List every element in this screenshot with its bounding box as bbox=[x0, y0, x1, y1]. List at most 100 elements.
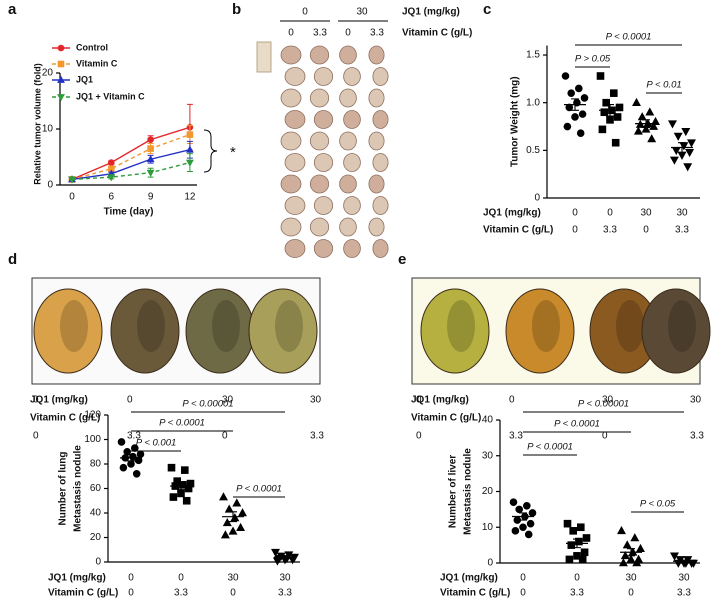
sem-bar bbox=[177, 481, 185, 491]
sem-bar bbox=[519, 512, 527, 521]
y-tick-label: 10 bbox=[482, 522, 494, 533]
marker bbox=[610, 89, 618, 97]
marker bbox=[569, 527, 578, 535]
marker bbox=[107, 174, 116, 182]
y-tick-label: 20 bbox=[90, 532, 102, 543]
factor-value: 0 bbox=[572, 208, 578, 219]
sem-bar bbox=[642, 119, 650, 129]
marker bbox=[528, 509, 537, 517]
series-line bbox=[71, 161, 191, 181]
factor-value: 3.3 bbox=[675, 225, 689, 236]
factor-value: 0 bbox=[628, 588, 634, 598]
factor-label: Vitamin C (g/L) bbox=[48, 588, 118, 598]
marker bbox=[222, 517, 232, 527]
factor-value: 0 bbox=[520, 588, 526, 598]
tumor-photo bbox=[280, 131, 302, 151]
factor-label: JQ1 (mg/kg) bbox=[440, 573, 498, 584]
factor-value: 30 bbox=[222, 395, 234, 406]
factor-value: 0 bbox=[416, 395, 422, 406]
sem-bar bbox=[606, 104, 614, 117]
factor-label: JQ1 (mg/kg) bbox=[30, 395, 88, 406]
marker bbox=[618, 558, 628, 567]
marker bbox=[185, 145, 194, 153]
y-tick-label: 100 bbox=[84, 434, 101, 445]
sem-bar bbox=[229, 511, 237, 523]
marker bbox=[146, 169, 155, 177]
y-axis-title: Tumor Weight (mg) bbox=[510, 76, 521, 167]
marker bbox=[526, 519, 535, 528]
marker bbox=[602, 98, 611, 107]
tumor-photo bbox=[284, 153, 306, 172]
marker bbox=[108, 159, 115, 166]
tumor-photo bbox=[372, 196, 389, 215]
p-value: P < 0.01 bbox=[646, 80, 681, 91]
marker bbox=[578, 555, 587, 564]
factor-value: 0 bbox=[520, 573, 526, 584]
marker bbox=[687, 139, 696, 148]
organ-photo bbox=[248, 288, 318, 374]
marker bbox=[669, 156, 679, 165]
tumor-photo bbox=[343, 196, 361, 215]
factor-value: 30 bbox=[356, 7, 368, 18]
p-value: P < 0.00001 bbox=[182, 399, 233, 410]
factor-label: Vitamin C (g/L) bbox=[440, 588, 510, 598]
tumor-photo bbox=[280, 174, 302, 194]
factor-value: 0 bbox=[607, 208, 613, 219]
tumor-photo bbox=[284, 110, 306, 129]
marker bbox=[565, 555, 574, 564]
y-tick-label: 0.5 bbox=[526, 145, 540, 156]
marker bbox=[238, 508, 247, 517]
marker bbox=[633, 126, 643, 135]
marker bbox=[228, 526, 238, 535]
tumor-photo bbox=[280, 88, 302, 108]
tumor-photo bbox=[309, 131, 330, 151]
tumor-photo bbox=[372, 110, 389, 129]
factor-value: 0 bbox=[33, 431, 39, 442]
factor-value: 30 bbox=[678, 573, 690, 584]
tumor-photo bbox=[313, 153, 334, 172]
x-tick-label: 0 bbox=[69, 192, 75, 203]
legend-marker bbox=[57, 75, 65, 83]
ruler bbox=[256, 41, 272, 73]
tumor-photo bbox=[339, 174, 357, 194]
marker bbox=[563, 519, 572, 528]
factor-value: 0 bbox=[128, 573, 134, 584]
marker bbox=[134, 456, 143, 465]
factor-value: 0 bbox=[288, 28, 294, 39]
marker bbox=[563, 122, 572, 131]
marker bbox=[611, 138, 620, 147]
organ-photo bbox=[137, 300, 165, 352]
marker bbox=[576, 129, 585, 137]
x-tick-label: 6 bbox=[109, 192, 115, 203]
marker bbox=[511, 527, 520, 535]
factor-label: JQ1 (mg/kg) bbox=[483, 208, 541, 219]
factor-value: 3.3 bbox=[370, 28, 384, 39]
marker bbox=[683, 163, 693, 172]
marker bbox=[681, 127, 691, 137]
legend-marker bbox=[57, 94, 65, 102]
tumor-photo bbox=[343, 67, 361, 86]
marker bbox=[622, 540, 632, 549]
factor-value: 3.3 bbox=[278, 588, 292, 598]
marker bbox=[673, 132, 683, 141]
marker bbox=[636, 543, 645, 553]
marker bbox=[185, 159, 194, 167]
sem-bar bbox=[571, 98, 579, 111]
legend-label: Control bbox=[76, 42, 108, 52]
tumor-photo bbox=[313, 110, 334, 129]
factor-value: 0 bbox=[345, 28, 351, 39]
factor-value: 3.3 bbox=[174, 588, 188, 598]
marker bbox=[641, 124, 651, 133]
marker bbox=[645, 107, 655, 116]
marker bbox=[519, 523, 527, 532]
p-value: P < 0.0001 bbox=[554, 419, 600, 430]
sem-bar bbox=[678, 142, 686, 153]
tumor-photo bbox=[372, 239, 389, 258]
marker bbox=[220, 530, 230, 539]
tumor-photo bbox=[368, 174, 385, 194]
tumor-photo bbox=[284, 239, 306, 258]
marker bbox=[598, 125, 607, 134]
tumor-photo bbox=[368, 88, 385, 108]
tumor-photo bbox=[309, 217, 330, 237]
marker bbox=[272, 557, 282, 566]
